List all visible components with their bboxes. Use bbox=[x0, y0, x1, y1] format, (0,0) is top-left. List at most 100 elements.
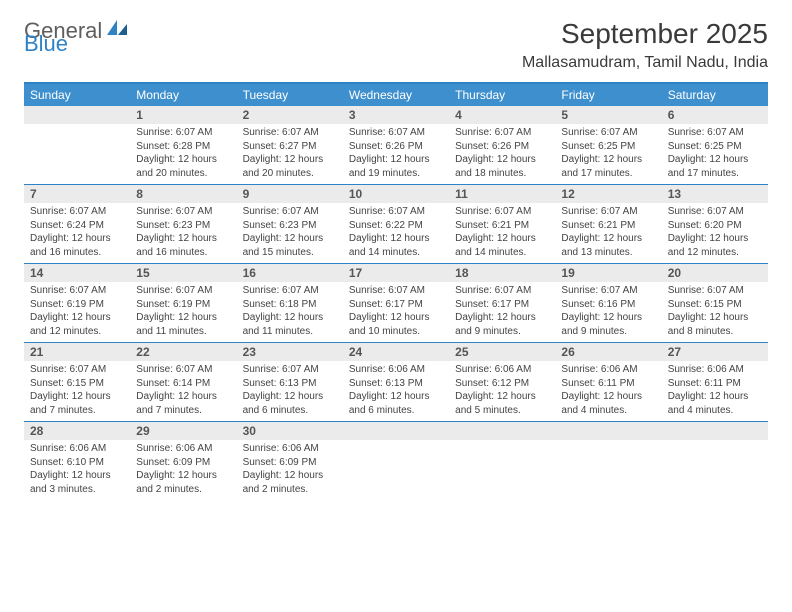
sunset-text: Sunset: 6:09 PM bbox=[243, 456, 337, 470]
day-number: 3 bbox=[343, 106, 449, 124]
day-cell: 8Sunrise: 6:07 AMSunset: 6:23 PMDaylight… bbox=[130, 185, 236, 263]
day-cell: 25Sunrise: 6:06 AMSunset: 6:12 PMDayligh… bbox=[449, 343, 555, 421]
daylight-text: Daylight: 12 hours and 9 minutes. bbox=[561, 311, 655, 338]
day-info: Sunrise: 6:07 AMSunset: 6:13 PMDaylight:… bbox=[237, 361, 343, 417]
sunset-text: Sunset: 6:11 PM bbox=[668, 377, 762, 391]
day-info: Sunrise: 6:07 AMSunset: 6:19 PMDaylight:… bbox=[130, 282, 236, 338]
day-number: 20 bbox=[662, 264, 768, 282]
day-header: Friday bbox=[555, 84, 661, 106]
sunset-text: Sunset: 6:22 PM bbox=[349, 219, 443, 233]
weeks-container: 1Sunrise: 6:07 AMSunset: 6:28 PMDaylight… bbox=[24, 106, 768, 500]
sunset-text: Sunset: 6:24 PM bbox=[30, 219, 124, 233]
day-number: 4 bbox=[449, 106, 555, 124]
day-cell: 19Sunrise: 6:07 AMSunset: 6:16 PMDayligh… bbox=[555, 264, 661, 342]
day-cell: 3Sunrise: 6:07 AMSunset: 6:26 PMDaylight… bbox=[343, 106, 449, 184]
day-info: Sunrise: 6:07 AMSunset: 6:17 PMDaylight:… bbox=[449, 282, 555, 338]
day-cell: 7Sunrise: 6:07 AMSunset: 6:24 PMDaylight… bbox=[24, 185, 130, 263]
day-number bbox=[555, 422, 661, 440]
day-cell: 28Sunrise: 6:06 AMSunset: 6:10 PMDayligh… bbox=[24, 422, 130, 500]
sunrise-text: Sunrise: 6:07 AM bbox=[243, 284, 337, 298]
sunrise-text: Sunrise: 6:07 AM bbox=[349, 126, 443, 140]
sunset-text: Sunset: 6:13 PM bbox=[349, 377, 443, 391]
day-cell: 12Sunrise: 6:07 AMSunset: 6:21 PMDayligh… bbox=[555, 185, 661, 263]
day-number: 17 bbox=[343, 264, 449, 282]
day-info: Sunrise: 6:07 AMSunset: 6:22 PMDaylight:… bbox=[343, 203, 449, 259]
day-info: Sunrise: 6:07 AMSunset: 6:17 PMDaylight:… bbox=[343, 282, 449, 338]
day-number: 12 bbox=[555, 185, 661, 203]
day-cell: 4Sunrise: 6:07 AMSunset: 6:26 PMDaylight… bbox=[449, 106, 555, 184]
day-cell bbox=[24, 106, 130, 184]
daylight-text: Daylight: 12 hours and 11 minutes. bbox=[243, 311, 337, 338]
day-info: Sunrise: 6:07 AMSunset: 6:26 PMDaylight:… bbox=[449, 124, 555, 180]
day-info: Sunrise: 6:07 AMSunset: 6:18 PMDaylight:… bbox=[237, 282, 343, 338]
daylight-text: Daylight: 12 hours and 17 minutes. bbox=[668, 153, 762, 180]
daylight-text: Daylight: 12 hours and 18 minutes. bbox=[455, 153, 549, 180]
day-cell: 21Sunrise: 6:07 AMSunset: 6:15 PMDayligh… bbox=[24, 343, 130, 421]
logo: General Blue bbox=[24, 18, 129, 44]
day-info: Sunrise: 6:07 AMSunset: 6:25 PMDaylight:… bbox=[555, 124, 661, 180]
sunrise-text: Sunrise: 6:06 AM bbox=[668, 363, 762, 377]
day-number: 16 bbox=[237, 264, 343, 282]
sunrise-text: Sunrise: 6:07 AM bbox=[668, 284, 762, 298]
day-info: Sunrise: 6:06 AMSunset: 6:11 PMDaylight:… bbox=[662, 361, 768, 417]
daylight-text: Daylight: 12 hours and 13 minutes. bbox=[561, 232, 655, 259]
location: Mallasamudram, Tamil Nadu, India bbox=[522, 54, 768, 72]
sunset-text: Sunset: 6:21 PM bbox=[561, 219, 655, 233]
day-number: 30 bbox=[237, 422, 343, 440]
sunset-text: Sunset: 6:25 PM bbox=[668, 140, 762, 154]
day-info: Sunrise: 6:07 AMSunset: 6:23 PMDaylight:… bbox=[130, 203, 236, 259]
day-info: Sunrise: 6:07 AMSunset: 6:14 PMDaylight:… bbox=[130, 361, 236, 417]
sunset-text: Sunset: 6:23 PM bbox=[243, 219, 337, 233]
day-cell: 17Sunrise: 6:07 AMSunset: 6:17 PMDayligh… bbox=[343, 264, 449, 342]
day-number: 28 bbox=[24, 422, 130, 440]
sunrise-text: Sunrise: 6:07 AM bbox=[668, 205, 762, 219]
day-number: 5 bbox=[555, 106, 661, 124]
day-number: 19 bbox=[555, 264, 661, 282]
day-info: Sunrise: 6:06 AMSunset: 6:10 PMDaylight:… bbox=[24, 440, 130, 496]
day-number: 9 bbox=[237, 185, 343, 203]
daylight-text: Daylight: 12 hours and 16 minutes. bbox=[30, 232, 124, 259]
sunrise-text: Sunrise: 6:07 AM bbox=[561, 126, 655, 140]
daylight-text: Daylight: 12 hours and 11 minutes. bbox=[136, 311, 230, 338]
day-cell: 29Sunrise: 6:06 AMSunset: 6:09 PMDayligh… bbox=[130, 422, 236, 500]
day-cell: 11Sunrise: 6:07 AMSunset: 6:21 PMDayligh… bbox=[449, 185, 555, 263]
sunrise-text: Sunrise: 6:07 AM bbox=[455, 205, 549, 219]
day-number bbox=[24, 106, 130, 124]
sunset-text: Sunset: 6:21 PM bbox=[455, 219, 549, 233]
day-info: Sunrise: 6:07 AMSunset: 6:15 PMDaylight:… bbox=[662, 282, 768, 338]
sunset-text: Sunset: 6:23 PM bbox=[136, 219, 230, 233]
sunrise-text: Sunrise: 6:06 AM bbox=[561, 363, 655, 377]
day-info: Sunrise: 6:06 AMSunset: 6:09 PMDaylight:… bbox=[130, 440, 236, 496]
day-number: 7 bbox=[24, 185, 130, 203]
daylight-text: Daylight: 12 hours and 4 minutes. bbox=[561, 390, 655, 417]
day-cell: 14Sunrise: 6:07 AMSunset: 6:19 PMDayligh… bbox=[24, 264, 130, 342]
day-header: Thursday bbox=[449, 84, 555, 106]
day-number bbox=[662, 422, 768, 440]
day-number bbox=[449, 422, 555, 440]
daylight-text: Daylight: 12 hours and 6 minutes. bbox=[243, 390, 337, 417]
month-title: September 2025 bbox=[522, 18, 768, 50]
daylight-text: Daylight: 12 hours and 14 minutes. bbox=[455, 232, 549, 259]
day-number: 1 bbox=[130, 106, 236, 124]
daylight-text: Daylight: 12 hours and 12 minutes. bbox=[30, 311, 124, 338]
daylight-text: Daylight: 12 hours and 3 minutes. bbox=[30, 469, 124, 496]
sunset-text: Sunset: 6:27 PM bbox=[243, 140, 337, 154]
sunrise-text: Sunrise: 6:06 AM bbox=[455, 363, 549, 377]
sunset-text: Sunset: 6:19 PM bbox=[136, 298, 230, 312]
sunrise-text: Sunrise: 6:07 AM bbox=[243, 363, 337, 377]
sunrise-text: Sunrise: 6:07 AM bbox=[243, 126, 337, 140]
day-info: Sunrise: 6:07 AMSunset: 6:26 PMDaylight:… bbox=[343, 124, 449, 180]
day-number: 15 bbox=[130, 264, 236, 282]
day-cell: 23Sunrise: 6:07 AMSunset: 6:13 PMDayligh… bbox=[237, 343, 343, 421]
sunset-text: Sunset: 6:15 PM bbox=[668, 298, 762, 312]
daylight-text: Daylight: 12 hours and 10 minutes. bbox=[349, 311, 443, 338]
daylight-text: Daylight: 12 hours and 19 minutes. bbox=[349, 153, 443, 180]
daylight-text: Daylight: 12 hours and 2 minutes. bbox=[136, 469, 230, 496]
sunset-text: Sunset: 6:17 PM bbox=[349, 298, 443, 312]
day-cell: 10Sunrise: 6:07 AMSunset: 6:22 PMDayligh… bbox=[343, 185, 449, 263]
day-info: Sunrise: 6:07 AMSunset: 6:23 PMDaylight:… bbox=[237, 203, 343, 259]
calendar-page: General Blue September 2025 Mallasamudra… bbox=[0, 0, 792, 518]
day-info: Sunrise: 6:07 AMSunset: 6:19 PMDaylight:… bbox=[24, 282, 130, 338]
day-number: 6 bbox=[662, 106, 768, 124]
day-cell: 26Sunrise: 6:06 AMSunset: 6:11 PMDayligh… bbox=[555, 343, 661, 421]
